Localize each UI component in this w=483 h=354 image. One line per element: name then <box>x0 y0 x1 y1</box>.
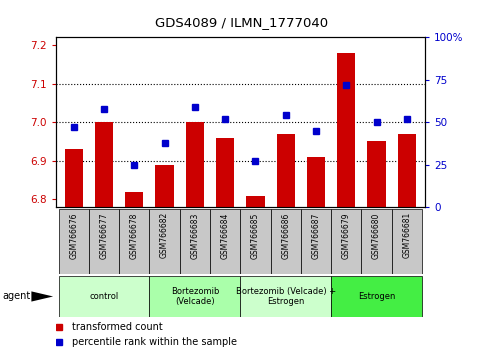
Text: GSM766681: GSM766681 <box>402 212 412 258</box>
Bar <box>361 209 392 274</box>
Bar <box>65 149 83 207</box>
Text: GSM766678: GSM766678 <box>130 212 139 258</box>
Text: control: control <box>89 292 119 301</box>
Polygon shape <box>31 291 53 302</box>
Text: agent: agent <box>2 291 30 302</box>
Bar <box>301 209 331 274</box>
Text: GSM766686: GSM766686 <box>281 212 290 258</box>
Bar <box>331 209 361 274</box>
Text: GSM766676: GSM766676 <box>69 212 78 259</box>
Text: GSM766679: GSM766679 <box>342 212 351 259</box>
Text: GSM766685: GSM766685 <box>251 212 260 258</box>
Text: GSM766683: GSM766683 <box>190 212 199 258</box>
Bar <box>331 276 422 317</box>
Text: GDS4089 / ILMN_1777040: GDS4089 / ILMN_1777040 <box>155 16 328 29</box>
Bar <box>119 209 149 274</box>
Text: GSM766684: GSM766684 <box>221 212 229 258</box>
Bar <box>241 209 270 274</box>
Bar <box>392 209 422 274</box>
Bar <box>216 138 234 207</box>
Bar <box>270 209 301 274</box>
Bar <box>58 276 149 317</box>
Bar <box>125 192 143 207</box>
Bar <box>180 209 210 274</box>
Text: Estrogen: Estrogen <box>358 292 395 301</box>
Bar <box>210 209 241 274</box>
Bar <box>337 53 355 207</box>
Text: transformed count: transformed count <box>72 321 163 332</box>
Bar <box>277 134 295 207</box>
Bar <box>368 142 385 207</box>
Text: GSM766682: GSM766682 <box>160 212 169 258</box>
Bar <box>156 165 174 207</box>
Bar <box>58 209 89 274</box>
Bar <box>398 134 416 207</box>
Bar <box>149 209 180 274</box>
Text: Bortezomib
(Velcade): Bortezomib (Velcade) <box>170 287 219 306</box>
Bar <box>241 276 331 317</box>
Text: GSM766680: GSM766680 <box>372 212 381 258</box>
Text: Bortezomib (Velcade) +
Estrogen: Bortezomib (Velcade) + Estrogen <box>236 287 336 306</box>
Text: GSM766677: GSM766677 <box>99 212 109 259</box>
Bar <box>89 209 119 274</box>
Text: percentile rank within the sample: percentile rank within the sample <box>72 337 237 348</box>
Bar <box>95 122 113 207</box>
Bar <box>246 195 265 207</box>
Bar <box>149 276 241 317</box>
Bar <box>307 157 325 207</box>
Bar <box>186 122 204 207</box>
Text: GSM766687: GSM766687 <box>312 212 321 258</box>
